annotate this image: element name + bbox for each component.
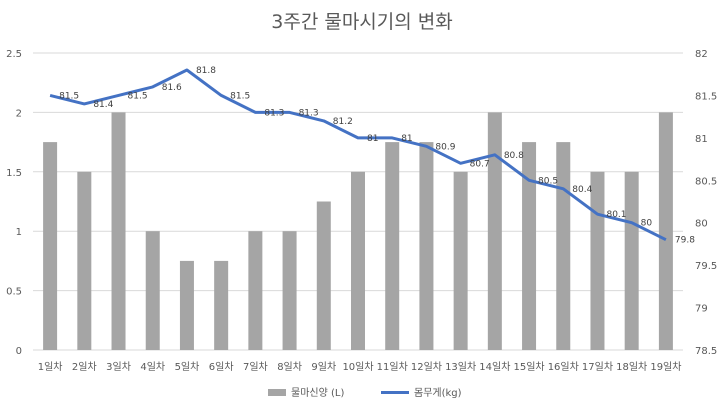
x-tick-label: 7일차 [243, 361, 268, 373]
left-tick-label: 0 [16, 346, 22, 357]
x-tick-label: 2일차 [72, 361, 97, 373]
legend-line-label: 몸무게(kg) [414, 387, 462, 399]
left-tick-label: 0.5 [6, 287, 22, 298]
right-tick-label: 79 [695, 304, 708, 315]
bar [316, 201, 331, 350]
line-data-label: 81 [367, 134, 378, 144]
legend-bar-label: 물마신양 (L) [291, 387, 344, 399]
chart-title: 3주간 물마시기의 변화 [271, 11, 453, 33]
line-data-label: 80 [641, 219, 653, 229]
legend: 물마신양 (L) 몸무게(kg) [268, 387, 462, 399]
x-tick-label: 3일차 [106, 361, 131, 373]
line-data-label: 81.5 [128, 91, 148, 101]
bar [214, 260, 229, 350]
line-data-label: 79.8 [675, 236, 695, 246]
bar [282, 231, 297, 350]
bar [590, 171, 605, 350]
line-data-label: 80.7 [470, 159, 490, 169]
line-data-label: 81.6 [162, 83, 182, 93]
right-tick-label: 80.5 [695, 176, 717, 187]
x-tick-label: 14일차 [479, 361, 510, 373]
legend-bar-swatch [268, 389, 286, 396]
line-data-label: 80.1 [606, 210, 626, 220]
x-tick-label: 19일차 [650, 361, 681, 373]
x-tick-label: 15일차 [513, 361, 544, 373]
line-data-label: 81.2 [333, 117, 353, 127]
right-tick-label: 81.5 [695, 91, 717, 102]
bar-series [43, 112, 673, 351]
right-tick-label: 78.5 [695, 346, 717, 357]
line-data-label: 80.5 [538, 176, 558, 186]
x-tick-label: 16일차 [548, 361, 579, 373]
bar [385, 142, 400, 350]
left-tick-label: 2.5 [6, 49, 22, 60]
bar [351, 171, 365, 350]
left-axis-ticks: 0 0.5 1 1.5 2 2.5 [6, 49, 22, 357]
line-data-label: 81.5 [230, 91, 250, 101]
bar [145, 231, 160, 350]
line-series [49, 68, 667, 242]
line-data-label: 80.4 [572, 185, 592, 195]
x-tick-label: 1일차 [38, 361, 63, 373]
left-tick-label: 1.5 [6, 168, 22, 179]
right-tick-label: 82 [695, 49, 708, 60]
weight-line [49, 68, 667, 242]
x-tick-label: 5일차 [175, 361, 200, 373]
bar [487, 112, 502, 351]
x-tick-label: 4일차 [140, 361, 165, 373]
x-axis-ticks: 1일차 2일차 3일차 4일차 5일차 6일차 7일차 8일차 9일차 10일차 11일차 12일차 1… [38, 361, 682, 373]
line-data-label: 81.5 [59, 91, 79, 101]
bar [43, 142, 58, 350]
line-data-label: 81.4 [93, 100, 113, 110]
right-tick-label: 79.5 [695, 261, 717, 272]
left-tick-label: 1 [16, 227, 22, 238]
left-tick-label: 2 [16, 108, 22, 119]
bar [248, 231, 263, 350]
bar [111, 112, 126, 351]
line-data-label: 81.3 [264, 108, 284, 118]
x-tick-label: 8일차 [277, 361, 302, 373]
bar [419, 142, 434, 350]
bar [179, 260, 194, 350]
x-tick-label: 12일차 [411, 361, 442, 373]
bar [453, 171, 468, 350]
bar [556, 142, 571, 350]
x-tick-label: 17일차 [582, 361, 613, 373]
x-tick-label: 11일차 [377, 361, 408, 373]
x-tick-label: 18일차 [616, 361, 647, 373]
x-tick-label: 13일차 [445, 361, 476, 373]
x-tick-label: 10일차 [342, 361, 373, 373]
line-data-label: 80.9 [435, 142, 455, 152]
x-tick-label: 6일차 [209, 361, 234, 373]
right-tick-label: 81 [695, 134, 708, 145]
x-tick-label: 9일차 [311, 361, 336, 373]
bar [658, 112, 673, 351]
line-data-label: 81.8 [196, 66, 216, 76]
line-data-label: 80.8 [504, 151, 524, 161]
bar [624, 171, 639, 350]
right-axis-ticks: 78.5 79 79.5 80 80.5 81 81.5 82 [695, 49, 717, 357]
line-data-label: 81.3 [299, 108, 319, 118]
bar [522, 142, 537, 350]
line-data-labels: 81.5 81.4 81.5 81.6 81.8 81.5 81.3 81.3 81.2 81 81… [59, 66, 695, 246]
bar [77, 171, 92, 350]
line-data-label: 81 [401, 134, 412, 144]
right-tick-label: 80 [695, 219, 708, 230]
